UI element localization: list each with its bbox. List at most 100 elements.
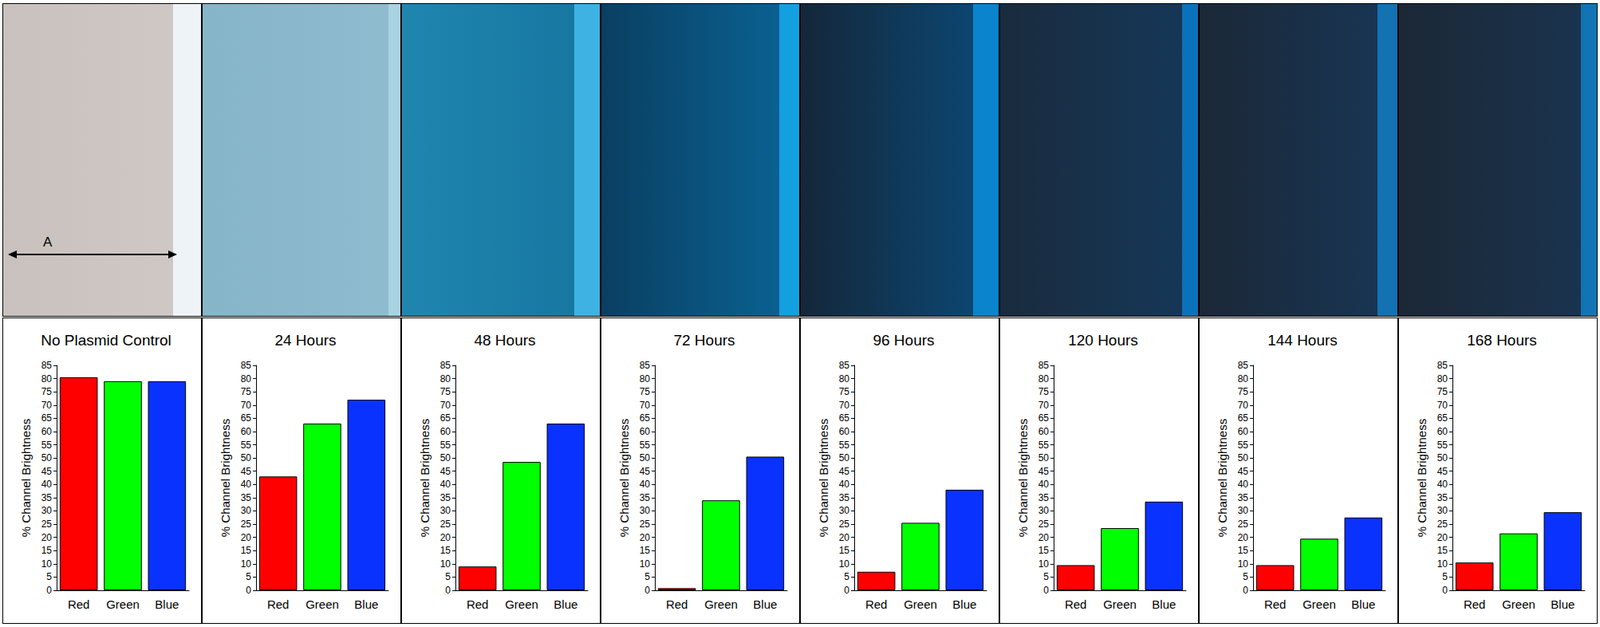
svg-text:% Channel Brightness: % Channel Brightness — [617, 418, 631, 537]
svg-text:0: 0 — [843, 584, 850, 596]
svg-text:50: 50 — [41, 452, 53, 464]
svg-text:85: 85 — [839, 359, 851, 371]
svg-text:45: 45 — [1038, 465, 1050, 477]
svg-text:25: 25 — [1237, 518, 1250, 530]
svg-text:5: 5 — [245, 571, 252, 583]
svg-text:80: 80 — [240, 373, 253, 385]
svg-text:35: 35 — [639, 492, 651, 504]
svg-text:A: A — [43, 234, 53, 250]
svg-text:40: 40 — [41, 478, 53, 490]
svg-text:60: 60 — [240, 425, 253, 438]
svg-text:Green: Green — [305, 597, 339, 611]
svg-text:120 Hours: 120 Hours — [1067, 331, 1139, 349]
svg-text:75: 75 — [639, 386, 651, 398]
svg-text:50: 50 — [1437, 452, 1449, 464]
svg-text:15: 15 — [839, 544, 851, 556]
svg-text:15: 15 — [440, 544, 452, 556]
svg-text:10: 10 — [1437, 558, 1449, 570]
svg-text:70: 70 — [1437, 399, 1449, 411]
svg-text:Blue: Blue — [154, 597, 179, 611]
svg-text:35: 35 — [1038, 492, 1050, 504]
svg-text:0: 0 — [245, 584, 252, 596]
svg-text:72 Hours: 72 Hours — [673, 331, 735, 349]
svg-text:75: 75 — [1237, 386, 1250, 398]
svg-text:55: 55 — [1038, 439, 1050, 451]
svg-text:10: 10 — [41, 558, 53, 570]
svg-text:5: 5 — [445, 571, 451, 583]
svg-text:35: 35 — [440, 492, 452, 504]
svg-text:55: 55 — [440, 439, 452, 451]
svg-text:0: 0 — [1242, 584, 1249, 596]
svg-text:80: 80 — [41, 373, 53, 385]
svg-text:65: 65 — [839, 412, 851, 424]
svg-text:Blue: Blue — [553, 597, 578, 611]
svg-text:Blue: Blue — [1151, 597, 1176, 611]
svg-text:50: 50 — [440, 452, 452, 464]
svg-text:60: 60 — [1038, 425, 1050, 438]
svg-text:15: 15 — [240, 544, 253, 556]
svg-text:25: 25 — [639, 518, 651, 530]
svg-text:85: 85 — [1437, 359, 1449, 371]
svg-text:30: 30 — [839, 504, 851, 517]
svg-text:35: 35 — [41, 492, 53, 504]
svg-text:24 Hours: 24 Hours — [274, 331, 336, 349]
svg-text:Blue: Blue — [952, 597, 977, 611]
svg-text:% Channel Brightness: % Channel Brightness — [417, 418, 432, 537]
svg-text:50: 50 — [639, 452, 651, 464]
svg-text:15: 15 — [1038, 544, 1050, 556]
svg-text:75: 75 — [440, 386, 452, 398]
svg-text:15: 15 — [41, 544, 53, 556]
svg-text:20: 20 — [839, 532, 851, 544]
svg-text:5: 5 — [46, 571, 52, 583]
svg-text:85: 85 — [1038, 359, 1050, 371]
svg-text:20: 20 — [1038, 532, 1050, 544]
svg-text:0: 0 — [445, 584, 451, 596]
svg-text:45: 45 — [240, 465, 253, 477]
svg-text:15: 15 — [1437, 544, 1449, 556]
svg-text:5: 5 — [1242, 571, 1249, 583]
svg-text:75: 75 — [240, 386, 253, 398]
svg-text:10: 10 — [839, 558, 851, 570]
svg-text:Red: Red — [1064, 597, 1088, 611]
svg-text:Green: Green — [903, 597, 938, 611]
svg-text:80: 80 — [639, 373, 651, 385]
svg-text:65: 65 — [440, 412, 452, 424]
svg-text:5: 5 — [1043, 571, 1049, 583]
svg-text:85: 85 — [440, 359, 452, 371]
svg-text:25: 25 — [440, 518, 452, 530]
svg-text:25: 25 — [839, 518, 851, 530]
svg-text:Green: Green — [106, 597, 140, 611]
svg-text:15: 15 — [1237, 544, 1250, 556]
svg-text:60: 60 — [1437, 425, 1449, 438]
svg-text:10: 10 — [1038, 558, 1050, 570]
svg-text:35: 35 — [839, 492, 851, 504]
svg-text:Green: Green — [504, 597, 539, 611]
svg-text:60: 60 — [639, 425, 651, 438]
svg-text:% Channel Brightness: % Channel Brightness — [19, 418, 33, 537]
svg-text:65: 65 — [240, 412, 253, 424]
svg-text:25: 25 — [41, 518, 53, 530]
svg-text:65: 65 — [1237, 412, 1250, 424]
svg-text:40: 40 — [240, 478, 253, 490]
svg-text:85: 85 — [240, 359, 253, 371]
svg-text:Red: Red — [1463, 597, 1486, 611]
svg-text:85: 85 — [41, 359, 53, 371]
svg-text:0: 0 — [644, 584, 651, 596]
svg-text:Red: Red — [267, 597, 290, 611]
svg-text:70: 70 — [1237, 399, 1250, 411]
svg-text:40: 40 — [1038, 478, 1050, 490]
svg-text:20: 20 — [639, 532, 651, 544]
svg-text:Green: Green — [1302, 597, 1336, 611]
svg-text:20: 20 — [1437, 532, 1449, 544]
svg-text:20: 20 — [41, 532, 53, 544]
svg-text:70: 70 — [839, 399, 851, 411]
svg-text:0: 0 — [1442, 584, 1448, 596]
svg-text:50: 50 — [240, 452, 253, 464]
svg-text:Blue: Blue — [1550, 597, 1575, 611]
svg-text:45: 45 — [1237, 465, 1250, 477]
svg-text:60: 60 — [440, 425, 452, 438]
svg-text:20: 20 — [240, 532, 253, 544]
svg-text:55: 55 — [1237, 439, 1250, 451]
svg-text:40: 40 — [1237, 478, 1250, 490]
svg-text:80: 80 — [1237, 373, 1250, 385]
